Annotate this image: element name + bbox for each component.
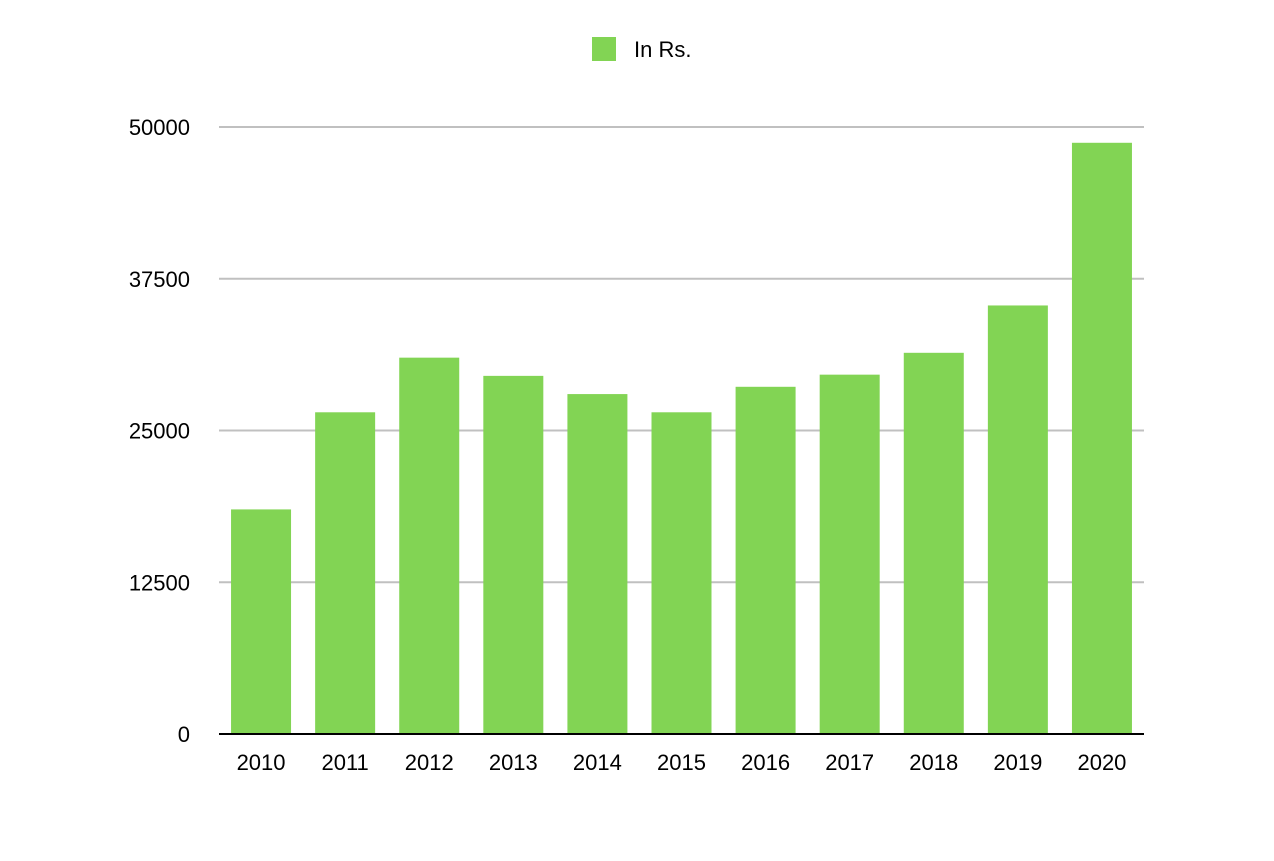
- y-tick-label: 37500: [129, 267, 190, 292]
- x-tick-label: 2017: [825, 750, 874, 775]
- bar-2015: [651, 412, 712, 734]
- x-tick-label: 2010: [237, 750, 286, 775]
- y-tick-label: 50000: [129, 115, 190, 140]
- bar-2012: [399, 357, 460, 734]
- y-axis-tick-labels: 0 12500 25000 37500 50000: [129, 115, 190, 747]
- y-tick-label: 25000: [129, 419, 190, 444]
- bar-2014: [567, 394, 628, 734]
- bar-2011: [315, 412, 376, 734]
- x-tick-label: 2011: [321, 750, 368, 775]
- legend-label: In Rs.: [634, 37, 691, 62]
- bar-2020: [1071, 142, 1132, 735]
- x-axis-tick-labels: 2010 2011 2012 2013 2014 2015 2016 2017 2018 2019…: [237, 750, 1127, 775]
- bar-2018: [903, 352, 964, 734]
- x-tick-label: 2020: [1077, 750, 1126, 775]
- y-tick-label: 0: [178, 722, 190, 747]
- x-tick-label: 2019: [993, 750, 1042, 775]
- bar-2016: [735, 386, 796, 734]
- bar-2013: [483, 375, 544, 734]
- x-tick-label: 2015: [657, 750, 706, 775]
- x-tick-label: 2013: [489, 750, 538, 775]
- x-tick-label: 2018: [909, 750, 958, 775]
- legend-swatch-in-rs: [592, 37, 616, 61]
- bar-2017: [819, 374, 880, 734]
- bar-2010: [231, 509, 292, 734]
- legend: In Rs.: [592, 37, 691, 62]
- x-tick-label: 2014: [573, 750, 622, 775]
- y-tick-label: 12500: [129, 570, 190, 595]
- x-tick-label: 2012: [405, 750, 454, 775]
- bars: [231, 142, 1132, 735]
- bar-2019: [987, 305, 1048, 734]
- x-tick-label: 2016: [741, 750, 790, 775]
